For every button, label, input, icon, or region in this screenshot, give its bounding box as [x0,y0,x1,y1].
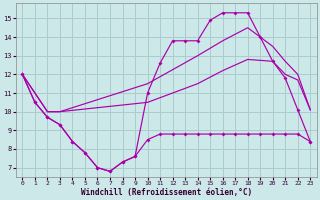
X-axis label: Windchill (Refroidissement éolien,°C): Windchill (Refroidissement éolien,°C) [81,188,252,197]
